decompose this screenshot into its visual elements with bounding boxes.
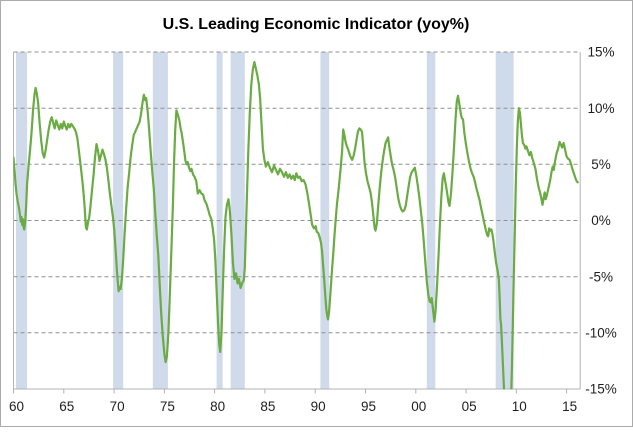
x-axis-tick-label: 15: [562, 399, 577, 414]
x-axis-tick-label: 65: [59, 399, 74, 414]
y-axis-tick-label: 0%: [591, 213, 611, 228]
y-axis-tick-label: -5%: [589, 269, 613, 284]
x-axis-tick-label: 60: [9, 399, 24, 414]
x-axis-tick-label: 95: [361, 399, 376, 414]
lei-series-line: [13, 61, 579, 390]
x-axis-tick-label: 00: [411, 399, 426, 414]
recession-band: [113, 52, 124, 389]
series-layer: [13, 61, 579, 390]
y-axis-tick-label: 15%: [587, 45, 614, 60]
y-axis-tick-label: 5%: [591, 157, 611, 172]
x-axis-tick-label: 70: [110, 399, 125, 414]
y-axis-labels: 15% 10% 5% 0% -5% -10% -15%: [585, 45, 617, 397]
x-axis-tick-label: 10: [512, 399, 527, 414]
x-axis-tick-label: 05: [462, 399, 477, 414]
recession-band: [152, 52, 168, 389]
x-axis-tick-label: 80: [210, 399, 225, 414]
recession-band: [426, 52, 436, 389]
chart-title: U.S. Leading Economic Indicator (yoy%): [163, 16, 470, 33]
x-axis-tick-label: 75: [160, 399, 175, 414]
x-axis-tick-label: 90: [311, 399, 326, 414]
axes-layer: [13, 52, 581, 394]
y-axis-tick-label: -10%: [585, 326, 617, 341]
x-axis-labels: 60 65 70 75 80 85 90 95 00 05 10 15: [9, 399, 577, 414]
y-axis-tick-label: -15%: [585, 382, 617, 397]
gridlines-layer: [13, 51, 581, 334]
y-axis-tick-label: 10%: [587, 101, 614, 116]
x-axis-tick-label: 85: [260, 399, 275, 414]
